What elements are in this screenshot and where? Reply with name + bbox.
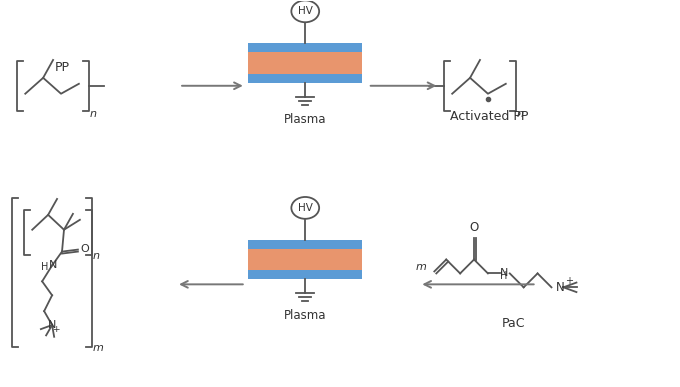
Text: PP: PP (54, 61, 69, 74)
Text: n: n (90, 109, 97, 118)
Text: O: O (80, 243, 88, 253)
Text: Activated PP: Activated PP (449, 110, 528, 123)
Text: +: + (52, 325, 60, 334)
Text: Plasma: Plasma (284, 113, 326, 126)
Text: n: n (517, 109, 524, 118)
Bar (248, 74, 362, 83)
Text: HV: HV (298, 6, 313, 16)
Text: H: H (41, 262, 49, 272)
Bar (248, 52, 362, 74)
Text: N: N (556, 281, 564, 294)
Text: m: m (415, 262, 426, 272)
Bar (248, 271, 362, 279)
Text: Plasma: Plasma (284, 309, 326, 322)
Text: HV: HV (298, 203, 313, 213)
Ellipse shape (291, 0, 319, 22)
Text: m: m (92, 343, 103, 353)
Bar (248, 240, 362, 248)
Text: N: N (48, 320, 56, 330)
Text: O: O (469, 221, 479, 234)
Text: N: N (500, 269, 508, 278)
Text: n: n (92, 251, 100, 260)
Bar (248, 43, 362, 52)
Ellipse shape (291, 197, 319, 219)
Text: PaC: PaC (502, 317, 526, 330)
Text: +: + (565, 276, 573, 286)
Text: H: H (500, 271, 507, 281)
Text: N: N (49, 260, 57, 271)
Bar (248, 248, 362, 271)
